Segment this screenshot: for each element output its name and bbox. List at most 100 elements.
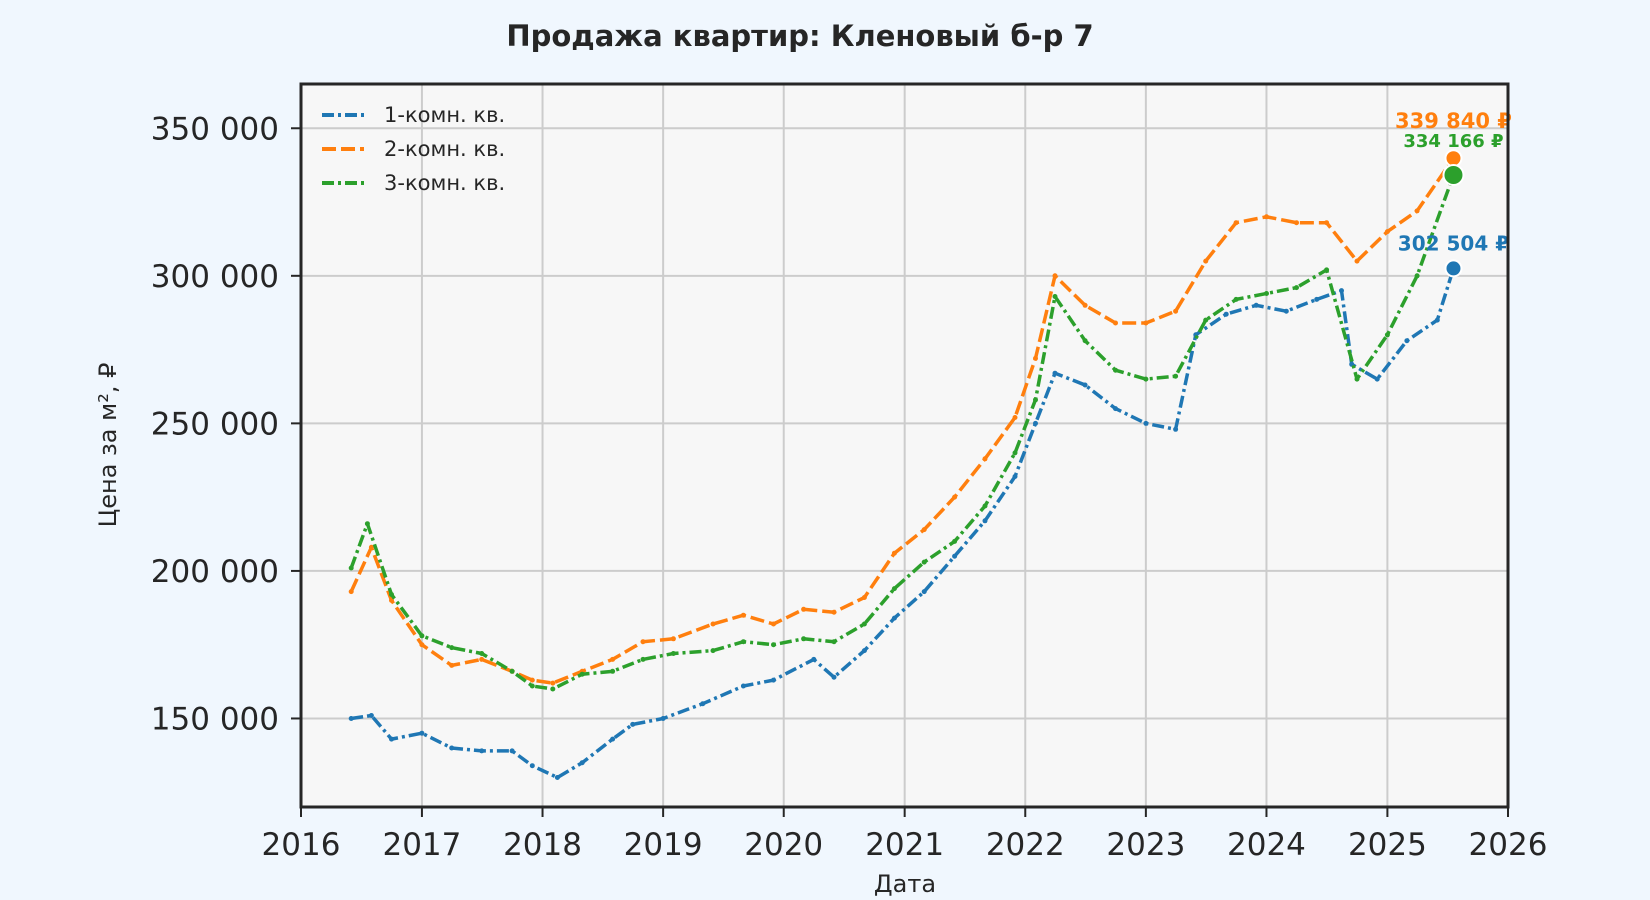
data-point	[861, 648, 867, 654]
x-tick-label: 2018	[503, 827, 582, 863]
data-point	[861, 621, 867, 627]
data-point	[1082, 382, 1088, 388]
series-1-line-group	[348, 265, 1456, 780]
legend-label: 3-комн. кв.	[384, 171, 505, 195]
data-point	[1082, 302, 1088, 308]
data-point	[801, 606, 807, 612]
series-3-line-group	[348, 172, 1456, 692]
data-point	[1143, 420, 1149, 426]
x-tick-label: 2022	[986, 827, 1065, 863]
x-tick-label: 2019	[624, 827, 703, 863]
data-point	[1434, 317, 1440, 323]
data-point	[610, 668, 616, 674]
data-point	[348, 589, 354, 595]
data-point	[640, 656, 646, 662]
data-point	[740, 683, 746, 689]
data-point	[1294, 220, 1299, 226]
data-point	[449, 745, 455, 751]
data-point	[1173, 308, 1179, 314]
data-point	[861, 595, 867, 600]
data-point	[529, 677, 535, 683]
data-point	[610, 736, 616, 742]
data-point	[1223, 311, 1229, 317]
x-tick-label: 2016	[262, 827, 341, 863]
legend-label: 2-комн. кв.	[384, 137, 505, 161]
end-marker-1-комн-кв	[1444, 259, 1463, 278]
data-point	[419, 642, 425, 648]
data-point	[479, 656, 485, 662]
data-point	[529, 683, 535, 689]
data-point	[1384, 229, 1390, 235]
y-tick-label: 150 000	[151, 701, 279, 737]
data-point	[1052, 370, 1058, 376]
data-point	[670, 636, 676, 642]
data-point	[509, 668, 515, 674]
x-tick-label: 2020	[744, 827, 823, 863]
legend-label: 1-комн. кв.	[384, 103, 505, 127]
data-point	[952, 538, 958, 544]
end-markers: 339 840 ₽334 166 ₽ 302 504 ₽	[1395, 109, 1512, 278]
data-point	[1173, 426, 1179, 432]
legend-item-3: 3-комн. кв.	[322, 171, 505, 195]
data-point	[579, 671, 585, 677]
data-point	[479, 748, 485, 754]
data-point	[811, 656, 817, 662]
data-point	[640, 639, 646, 645]
data-point	[831, 639, 837, 645]
data-point	[771, 642, 776, 648]
x-tick-label: 2023	[1106, 827, 1185, 863]
data-point	[921, 589, 927, 595]
data-point	[368, 544, 374, 550]
data-point	[1233, 220, 1239, 226]
data-point	[554, 775, 560, 780]
data-point	[771, 677, 776, 683]
data-point	[1082, 338, 1088, 344]
data-point	[529, 763, 535, 769]
data-point	[1414, 273, 1420, 279]
end-value-label: 339 840 ₽	[1395, 109, 1512, 133]
data-point	[364, 521, 370, 527]
data-point	[740, 639, 746, 645]
data-point	[1203, 258, 1209, 264]
data-point	[1324, 267, 1330, 273]
y-tick-label: 350 000	[151, 111, 279, 147]
data-point	[1033, 420, 1038, 426]
y-axis: 150 000 200 000 250 000 300 000 350 000	[151, 111, 301, 737]
series-layer	[348, 155, 1456, 780]
x-tick-label: 2026	[1469, 827, 1548, 863]
data-point	[831, 674, 837, 680]
data-point	[1033, 397, 1038, 403]
y-tick-label: 300 000	[151, 259, 279, 295]
data-point	[700, 701, 706, 707]
data-point	[1052, 294, 1058, 299]
data-point	[449, 662, 455, 668]
data-point	[550, 680, 556, 686]
data-point	[1012, 474, 1018, 479]
data-point	[419, 730, 425, 736]
data-point	[389, 736, 394, 742]
x-tick-label: 2021	[865, 827, 944, 863]
data-point	[509, 748, 515, 754]
data-point	[348, 565, 354, 571]
data-point	[550, 686, 556, 692]
data-point	[1294, 285, 1299, 291]
data-point	[710, 648, 716, 654]
data-point	[1414, 208, 1420, 214]
data-point	[982, 503, 988, 509]
data-point	[771, 621, 776, 627]
y-axis-label: Цена за м², ₽	[94, 363, 122, 528]
y-tick-label: 250 000	[151, 406, 279, 442]
data-point	[579, 760, 585, 766]
legend-item-1: 1-комн. кв.	[322, 103, 505, 127]
data-point	[1143, 376, 1149, 382]
data-point	[1033, 355, 1038, 361]
x-tick-label: 2017	[382, 827, 461, 863]
data-point	[449, 645, 455, 651]
end-marker-2-комн-кв	[1444, 149, 1463, 168]
series-line-3-комн-кв	[349, 174, 1456, 691]
data-point	[1203, 317, 1209, 323]
data-point	[740, 612, 746, 618]
data-point	[1354, 258, 1360, 264]
x-axis-label: Дата	[874, 870, 936, 898]
data-point	[1173, 373, 1179, 379]
